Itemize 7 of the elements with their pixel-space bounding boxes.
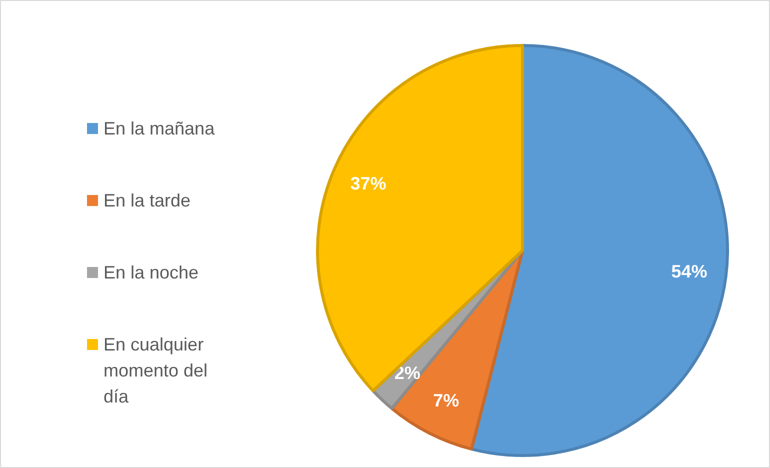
data-label: 37%	[350, 174, 386, 194]
legend-label: En la mañana	[104, 118, 216, 138]
legend-label: En cualquier momento del día	[104, 334, 208, 406]
data-label: 54%	[671, 262, 708, 282]
legend-label: En la noche	[104, 262, 199, 282]
legend-label: En la tarde	[104, 190, 191, 210]
data-label: 7%	[433, 390, 460, 410]
